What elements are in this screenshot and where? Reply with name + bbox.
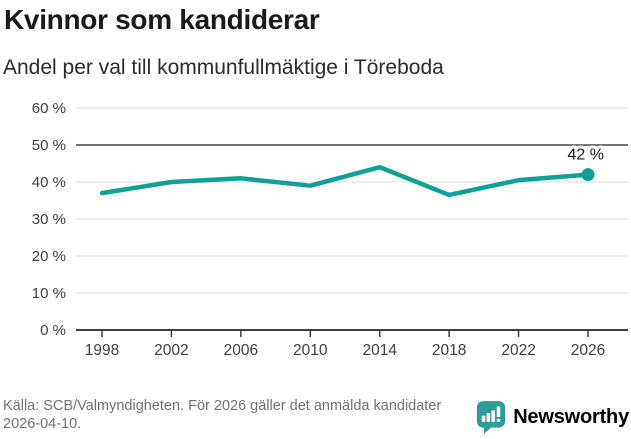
chart-title: Kvinnor som kandiderar [4,4,320,35]
x-tick-label: 2006 [224,342,258,359]
y-tick-label: 60 % [32,100,66,117]
x-tick-label: 2010 [293,342,328,359]
source-note: Källa: SCB/Valmyndigheten. För 2026 gäll… [3,398,442,432]
endpoint-dot [581,168,595,182]
newsworthy-wordmark: Newsworthy [513,405,629,428]
y-tick-label: 10 % [32,285,66,302]
x-tick-label: 2002 [154,342,188,359]
y-tick-label: 0 % [40,322,66,339]
logo-bubble [477,401,506,434]
y-tick-label: 30 % [32,211,66,228]
y-tick-label: 50 % [32,137,66,154]
last-value-label: 42 % [568,147,604,164]
series-line [99,164,591,198]
y-tick-label: 40 % [32,174,66,191]
logo-barchart-glyph [481,406,501,422]
x-tick-label: 2026 [571,342,605,359]
newsworthy-icon [477,401,506,434]
x-tick-label: 2018 [432,342,466,359]
newsworthy-logo: Newsworthy [476,400,629,434]
x-tick-label: 2014 [362,342,397,359]
x-tick-label: 2022 [501,342,535,359]
y-tick-label: 20 % [32,248,66,265]
x-tick-label: 1998 [85,342,119,359]
line-chart: 0 % 10 % 20 % 30 % 40 % 50 % 60 % 1998 2002 2006 2… [32,100,628,359]
chart-subtitle: Andel per val till kommunfullmäktige i T… [3,56,444,79]
